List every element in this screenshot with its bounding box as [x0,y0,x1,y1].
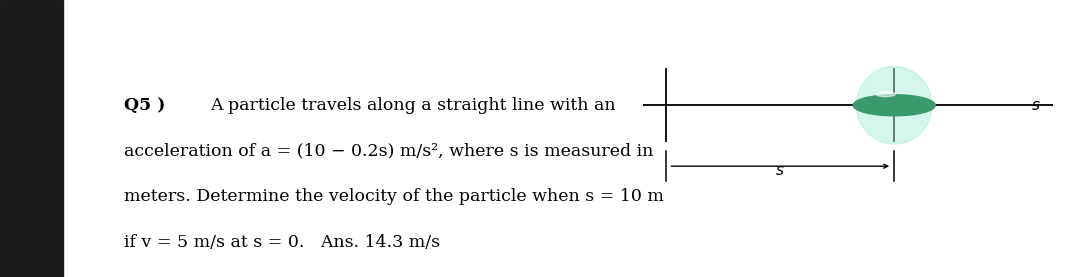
Bar [0,0,63,277]
Text: A particle travels along a straight line with an: A particle travels along a straight line… [211,97,617,114]
Text: s: s [1031,98,1039,113]
Circle shape [853,95,935,116]
Circle shape [876,92,895,97]
Text: s: s [775,163,784,178]
Text: acceleration of a = (10 − 0.2s) m/s², where s is measured in: acceleration of a = (10 − 0.2s) m/s², wh… [124,142,653,160]
Text: meters. Determine the velocity of the particle when s = 10 m: meters. Determine the velocity of the pa… [124,188,664,205]
Ellipse shape [856,66,932,144]
Text: Q5 ): Q5 ) [124,97,165,114]
Text: if v = 5 m/s at s = 0.   Ans. 14.3 m/s: if v = 5 m/s at s = 0. Ans. 14.3 m/s [124,234,441,251]
